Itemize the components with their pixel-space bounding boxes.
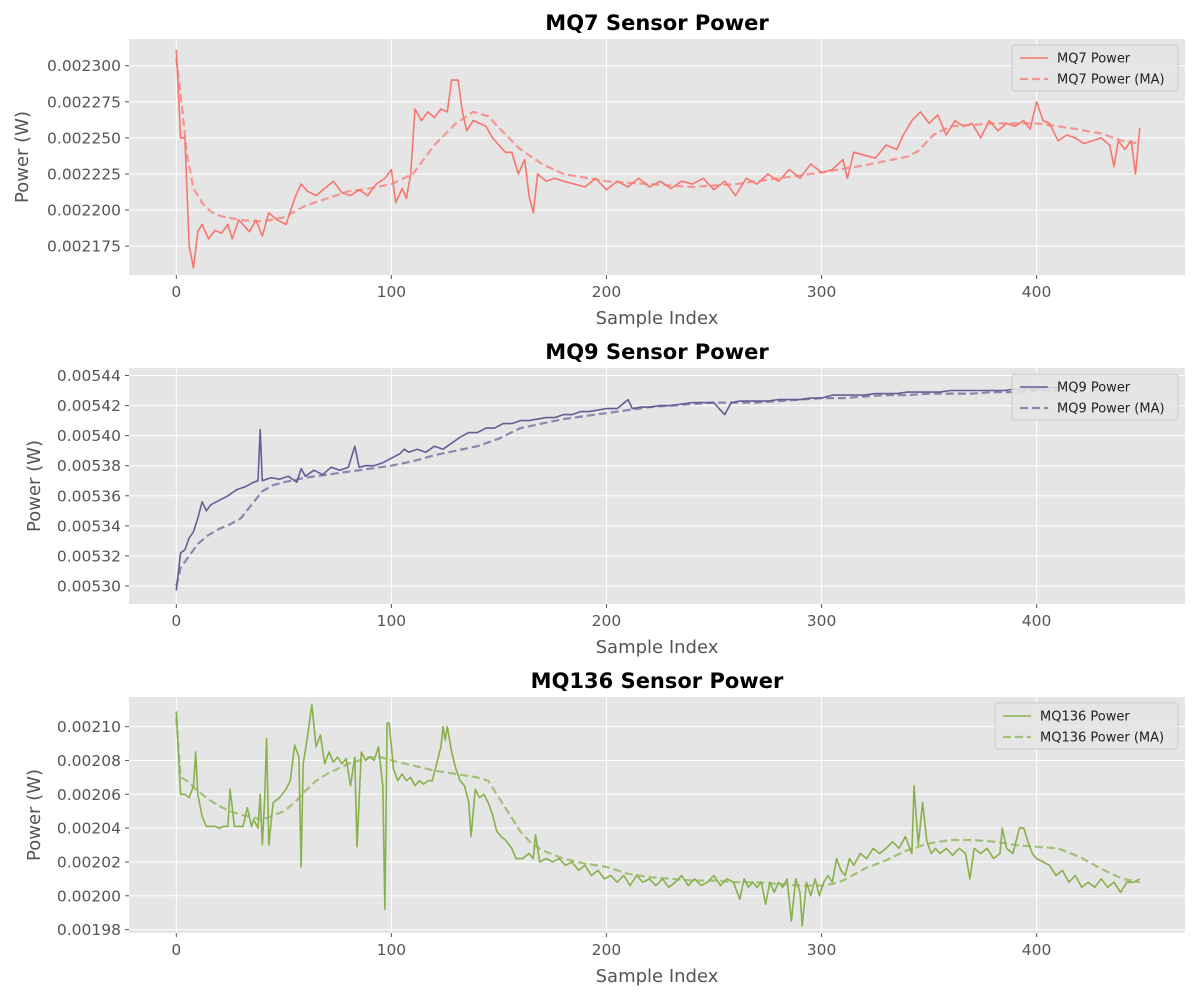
series-line-1 (175, 703, 1141, 927)
x-tick-label: 400 (1022, 283, 1052, 301)
plot-area (129, 368, 1185, 604)
y-tick-label: 0.002225 (47, 165, 121, 183)
y-tick-label: 0.00538 (57, 457, 121, 475)
y-tick-label: 0.00540 (57, 427, 121, 445)
x-tick-label: 300 (807, 941, 837, 959)
y-axis-label: Power (W) (12, 111, 33, 203)
x-tick-label: 200 (592, 941, 622, 959)
legend-label: MQ9 Power (MA) (1057, 402, 1165, 417)
y-tick-label: 0.00210 (57, 718, 121, 736)
chart-panel-1: 0 100 200 300 400 0.002175 0.002200 0.002225 0.0… (12, 11, 1185, 329)
y-tick-label: 0.00202 (57, 853, 121, 871)
series-line-2 (175, 58, 1140, 223)
y-tick-label: 0.00200 (57, 887, 121, 905)
y-tick-label: 0.00198 (57, 921, 121, 939)
legend-label: MQ7 Power (1057, 52, 1131, 67)
x-tick-label: 100 (377, 612, 407, 630)
x-axis-label: Sample Index (596, 308, 719, 329)
series-line-1 (175, 49, 1141, 269)
x-tick-label: 200 (592, 283, 622, 301)
y-tick-label: 0.002275 (47, 93, 121, 111)
x-tick-label: 0 (171, 283, 181, 301)
legend-box (1011, 44, 1179, 92)
y-tick-label: 0.00208 (57, 752, 121, 770)
x-tick-label: 400 (1022, 941, 1052, 959)
y-tick-label: 0.00536 (57, 487, 121, 505)
y-axis-label: Power (W) (24, 440, 45, 532)
chart-title: MQ7 Sensor Power (545, 11, 769, 35)
x-tick-label: 0 (171, 612, 181, 630)
x-tick-label: 300 (807, 283, 837, 301)
legend-label: MQ9 Power (1057, 381, 1131, 396)
series-line-2 (175, 389, 1059, 587)
series-line-2 (175, 718, 1141, 887)
x-axis-label: Sample Index (596, 637, 719, 658)
x-axis-label: Sample Index (596, 966, 719, 987)
legend-box (994, 702, 1179, 750)
y-tick-label: 0.00542 (57, 397, 121, 415)
series-line-1 (175, 386, 1059, 591)
y-tick-label: 0.002200 (47, 202, 121, 220)
legend-label: MQ7 Power (MA) (1057, 73, 1165, 88)
legend-label: MQ136 Power (MA) (1040, 731, 1164, 746)
chart-title: MQ136 Sensor Power (531, 669, 784, 693)
y-tick-label: 0.00206 (57, 786, 121, 804)
chart-panel-3: 0 100 200 300 400 0.00198 0.00200 0.00202 0.0020… (24, 669, 1185, 987)
chart-panel-2: 0 100 200 300 400 0.00530 0.00532 0.00534 0.0053… (24, 340, 1185, 658)
legend-label: MQ136 Power (1040, 710, 1130, 725)
x-tick-label: 300 (807, 612, 837, 630)
chart-title: MQ9 Sensor Power (545, 340, 769, 364)
legend: MQ7 Power MQ7 Power (MA) (1011, 44, 1179, 92)
y-tick-label: 0.00204 (57, 820, 121, 838)
legend: MQ136 Power MQ136 Power (MA) (994, 702, 1179, 750)
y-axis-label: Power (W) (24, 769, 45, 861)
y-tick-label: 0.00530 (57, 577, 121, 595)
x-tick-label: 0 (171, 941, 181, 959)
x-tick-label: 100 (377, 283, 407, 301)
y-tick-label: 0.002175 (47, 238, 121, 256)
x-tick-label: 200 (592, 612, 622, 630)
legend: MQ9 Power MQ9 Power (MA) (1011, 373, 1179, 421)
y-tick-label: 0.00532 (57, 547, 121, 565)
x-tick-label: 100 (377, 941, 407, 959)
y-tick-label: 0.002300 (47, 57, 121, 75)
y-tick-label: 0.00534 (57, 517, 121, 535)
x-tick-label: 400 (1022, 612, 1052, 630)
plot-area (129, 39, 1185, 275)
y-tick-label: 0.00544 (57, 367, 121, 385)
y-tick-label: 0.002250 (47, 129, 121, 147)
legend-box (1011, 373, 1179, 421)
